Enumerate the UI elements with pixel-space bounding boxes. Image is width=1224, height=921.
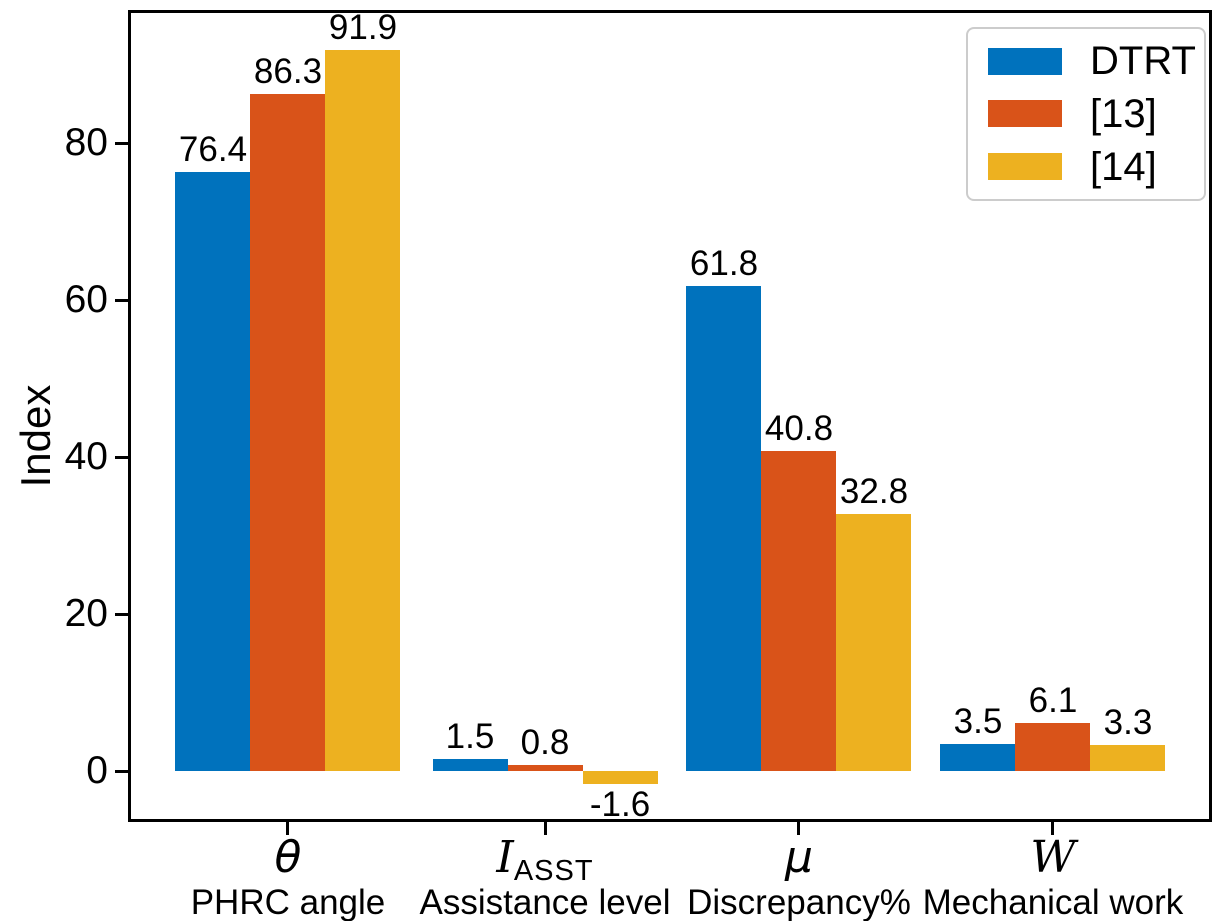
legend-item-dtrt: DTRT xyxy=(988,39,1204,83)
y-tick-label: 60 xyxy=(64,278,108,322)
category-symbol: μ xyxy=(784,832,813,883)
plot-area xyxy=(128,10,1212,822)
bar-value-label: 3.3 xyxy=(1103,703,1153,743)
y-tick-label: 20 xyxy=(64,592,108,636)
bar xyxy=(1090,745,1166,771)
bar-value-label: 76.4 xyxy=(178,129,248,169)
bar-value-label: 6.1 xyxy=(1028,681,1078,721)
x-tick-mark xyxy=(1051,822,1055,835)
bar-value-label: 61.8 xyxy=(689,244,759,284)
y-tick-mark xyxy=(115,455,128,459)
category-symbol: IASST xyxy=(496,834,593,895)
category-symbol-script-w: W xyxy=(1030,832,1076,883)
bar-value-label: 0.8 xyxy=(520,722,570,762)
y-tick-label: 0 xyxy=(86,749,108,792)
legend: DTRT [13] [14] xyxy=(966,27,1206,201)
bar xyxy=(761,450,837,771)
bar-value-label: 1.5 xyxy=(445,717,495,757)
category-label: Discrepancy% xyxy=(687,883,911,921)
bar-value-label: 91.9 xyxy=(328,8,398,47)
y-tick-label: 80 xyxy=(64,121,108,165)
category-symbol: W xyxy=(1030,834,1075,882)
legend-item-ref13: [13] xyxy=(988,92,1204,136)
x-tick-mark xyxy=(286,822,290,835)
legend-label-dtrt: DTRT xyxy=(1090,39,1196,84)
legend-item-ref14: [14] xyxy=(988,145,1204,189)
bar-value-label: -1.6 xyxy=(589,784,651,824)
y-tick-label: 40 xyxy=(64,435,108,479)
bar xyxy=(250,93,326,771)
legend-label-ref13: [13] xyxy=(1090,91,1157,136)
bar xyxy=(432,759,508,771)
legend-swatch-dtrt xyxy=(988,47,1062,75)
legend-swatch-ref13 xyxy=(988,100,1062,128)
legend-swatch-ref14 xyxy=(988,153,1062,181)
x-tick-mark xyxy=(797,822,801,835)
bar xyxy=(1015,723,1091,771)
category-label: Mechanical work xyxy=(922,883,1184,921)
category-symbol-main: I xyxy=(496,832,514,883)
bar-value-label: 40.8 xyxy=(764,408,834,448)
bar-value-label: 32.8 xyxy=(839,471,909,511)
bar xyxy=(175,171,251,771)
category-symbol: θ xyxy=(274,832,302,883)
x-tick-mark xyxy=(543,822,547,835)
bar-value-label: 86.3 xyxy=(253,51,323,91)
y-tick-mark xyxy=(115,612,128,616)
legend-label-ref14: [14] xyxy=(1090,144,1157,189)
category-label: PHRC angle xyxy=(190,883,386,921)
y-tick-mark xyxy=(115,769,128,773)
bar-value-label: 3.5 xyxy=(953,701,1003,741)
bar xyxy=(940,743,1016,771)
y-tick-mark xyxy=(115,298,128,302)
category-symbol-subscript: ASST xyxy=(513,855,594,887)
y-tick-mark xyxy=(115,141,128,145)
bar xyxy=(325,50,401,771)
category-label: Assistance level xyxy=(419,883,671,921)
bar xyxy=(582,771,658,784)
bar xyxy=(836,513,912,771)
bar xyxy=(507,764,583,771)
bar xyxy=(686,286,762,771)
